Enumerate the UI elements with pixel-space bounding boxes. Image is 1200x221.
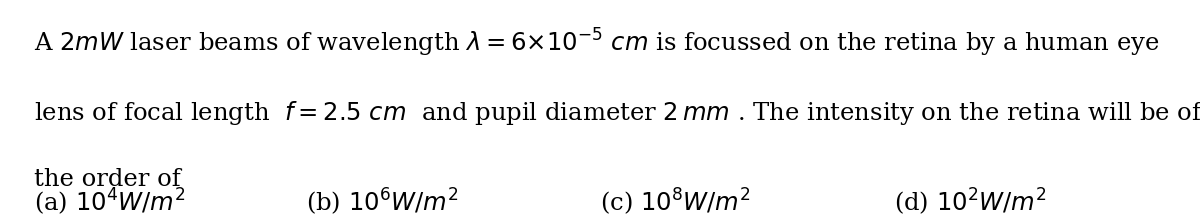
Text: lens of focal length  $f = 2.5$ $cm$  and pupil diameter $2\,mm$ . The intensity: lens of focal length $f = 2.5$ $cm$ and … [34,99,1200,128]
Text: (b) $10^{6}W / m^{2}$: (b) $10^{6}W / m^{2}$ [306,186,458,217]
Text: A $2mW$ laser beams of wavelength $\lambda = 6{\times}10^{-5}$ $cm$ is focussed : A $2mW$ laser beams of wavelength $\lamb… [34,27,1159,59]
Text: (a) $10^{4}W / m^{2}$: (a) $10^{4}W / m^{2}$ [34,186,185,217]
Text: (d) $10^{2}W / m^{2}$: (d) $10^{2}W / m^{2}$ [894,186,1046,217]
Text: the order of: the order of [34,168,180,191]
Text: (c) $10^{8}W / m^{2}$: (c) $10^{8}W / m^{2}$ [600,186,751,217]
